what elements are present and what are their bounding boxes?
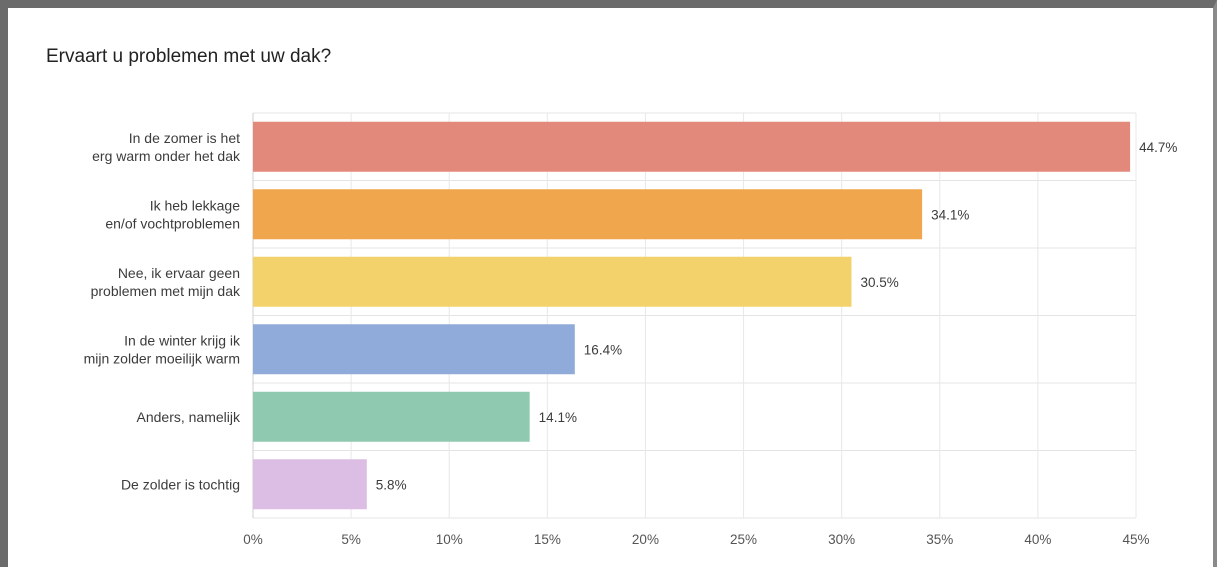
x-tick-label: 35% (926, 532, 953, 547)
category-label: De zolder is tochtig (121, 476, 240, 492)
category-label: Ik heb lekkage en/of vochtproblemen (105, 197, 240, 231)
bar (253, 391, 530, 442)
x-tick-label: 15% (534, 532, 561, 547)
value-label: 14.1% (539, 410, 577, 425)
bar (253, 189, 923, 240)
x-tick-label: 45% (1122, 532, 1149, 547)
bar (253, 256, 852, 307)
value-label: 5.8% (376, 477, 407, 492)
category-label: In de zomer is het erg warm onder het dak (92, 130, 241, 164)
category-label: In de winter krijg ik mijn zolder moeilij… (84, 332, 241, 366)
x-tick-label: 20% (632, 532, 659, 547)
x-tick-label: 30% (828, 532, 855, 547)
bar (253, 459, 367, 510)
value-label: 30.5% (860, 275, 898, 290)
x-tick-label: 5% (341, 532, 361, 547)
value-label: 44.7% (1139, 140, 1177, 155)
x-tick-label: 0% (243, 532, 263, 547)
x-tick-label: 10% (436, 532, 463, 547)
x-tick-label: 25% (730, 532, 757, 547)
value-label: 16.4% (584, 342, 622, 357)
bar (253, 324, 575, 375)
x-tick-label: 40% (1024, 532, 1051, 547)
chart-title: Ervaart u problemen met uw dak? (46, 46, 332, 67)
bar (253, 121, 1131, 172)
value-label: 34.1% (931, 207, 969, 222)
category-label: Nee, ik ervaar geen problemen met mijn da… (91, 265, 241, 299)
category-label: Anders, namelijk (137, 409, 241, 425)
